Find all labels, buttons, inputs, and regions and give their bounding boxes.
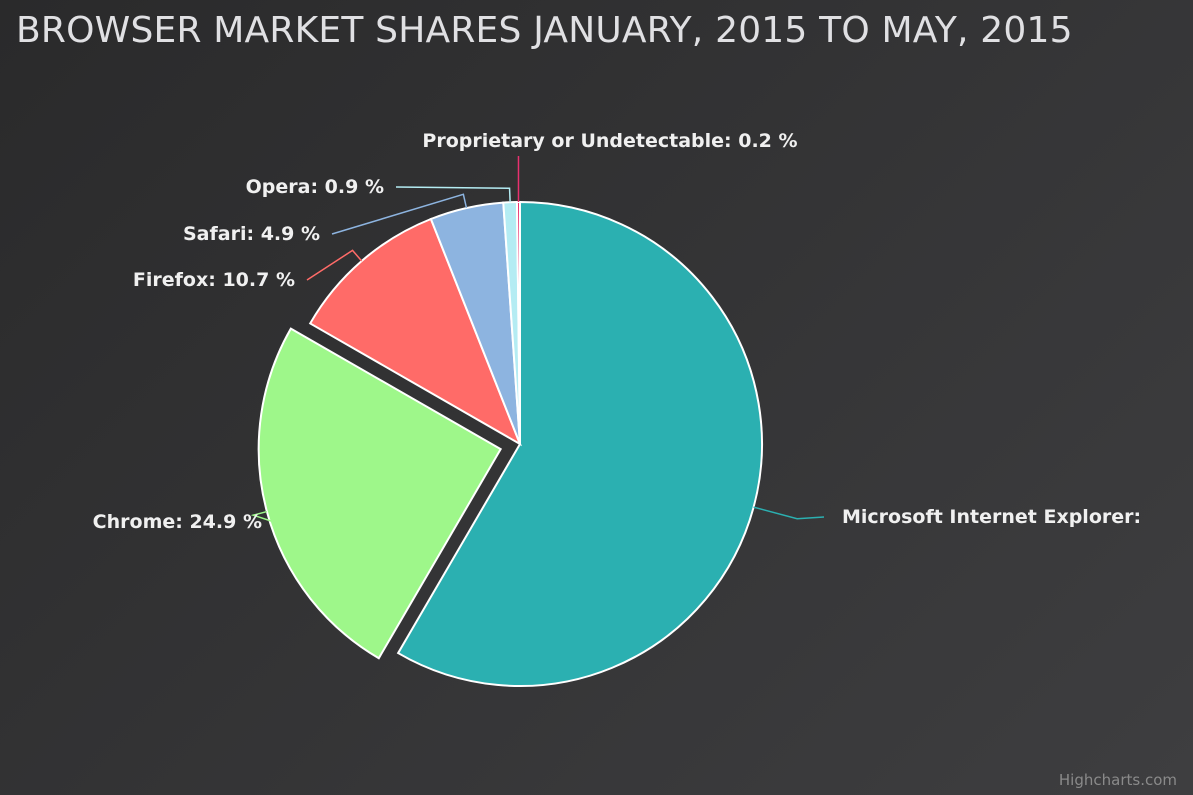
pie-slice-microsoft-internet-explorer[interactable]	[396, 200, 763, 687]
pie-slice-firefox[interactable]	[308, 217, 522, 447]
data-label-safari: Safari: 4.9 %	[183, 223, 320, 245]
data-label-microsoft-internet-explorer: Microsoft Internet Explorer:	[842, 506, 1141, 528]
data-label-opera: Opera: 0.9 %	[246, 176, 384, 198]
connector-line-microsoft-internet-explorer	[753, 506, 825, 520]
credits-link[interactable]: Highcharts.com	[1058, 771, 1177, 789]
data-label-firefox: Firefox: 10.7 %	[133, 269, 295, 291]
data-label-proprietary-or-undetectable: Proprietary or Undetectable: 0.2 %	[422, 130, 797, 152]
data-label-chrome: Chrome: 24.9 %	[93, 511, 262, 533]
connector-line-firefox	[306, 249, 363, 281]
chart-title: BROWSER MARKET SHARES JANUARY, 2015 TO M…	[16, 10, 1073, 51]
connector-line-chrome	[250, 510, 275, 523]
connector-line-safari	[331, 193, 468, 235]
connector-line-opera	[395, 186, 511, 203]
